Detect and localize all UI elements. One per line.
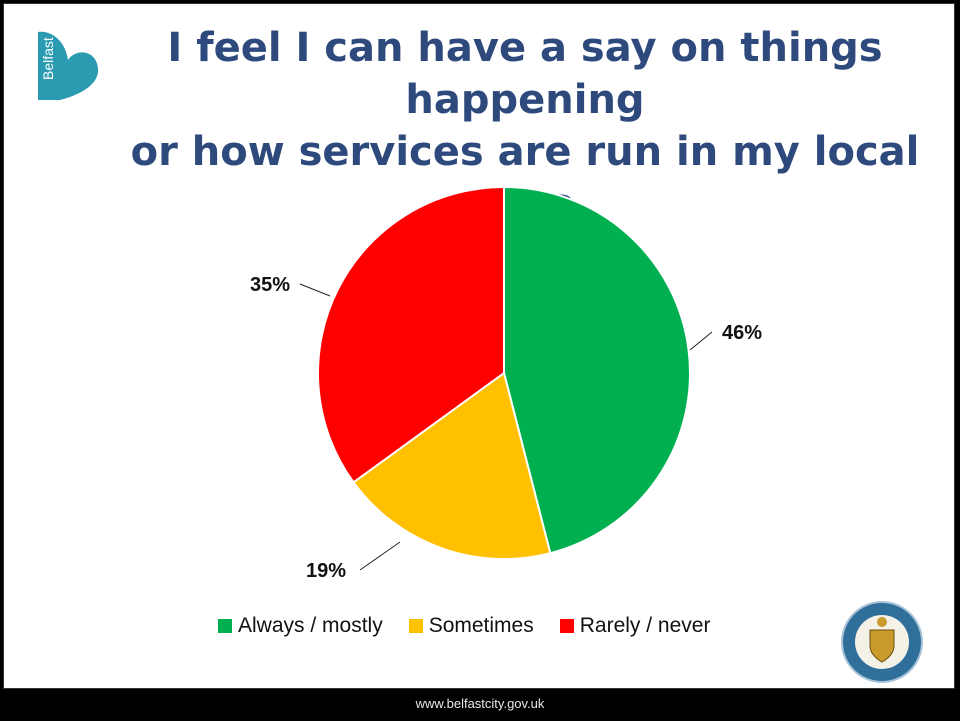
legend-item-always: Always / mostly	[218, 614, 383, 638]
pie-slice-rarely-never	[317, 185, 505, 484]
legend-swatch-rarely	[559, 619, 574, 633]
data-label-1: 19%	[306, 560, 346, 582]
legend-swatch-sometimes	[408, 619, 423, 633]
council-crest-icon	[841, 601, 923, 683]
data-label-2: 35%	[250, 274, 290, 296]
pie-slice-sometimes	[352, 371, 552, 560]
legend-item-rarely: Rarely / never	[559, 614, 711, 638]
legend-swatch-always	[218, 619, 232, 633]
leader-line-2	[299, 283, 331, 297]
pie-slice-always-mostly	[503, 185, 691, 555]
title-line-1: I feel I can have a say on things happen…	[167, 25, 883, 123]
legend-item-sometimes: Sometimes	[408, 614, 534, 638]
leader-line-1	[359, 541, 401, 571]
legend-label-always: Always / mostly	[238, 614, 383, 637]
logo-text: Belfast	[40, 37, 56, 80]
footer-url: www.belfastcity.gov.uk	[415, 696, 545, 711]
legend-label-rarely: Rarely / never	[579, 614, 711, 637]
data-label-0: 46%	[722, 322, 762, 344]
leader-line-0	[689, 331, 713, 351]
chart-legend: Always / mostly Sometimes Rarely / never	[218, 612, 736, 640]
legend-label-sometimes: Sometimes	[428, 614, 534, 637]
belfast-heart-logo: Belfast	[38, 31, 99, 101]
